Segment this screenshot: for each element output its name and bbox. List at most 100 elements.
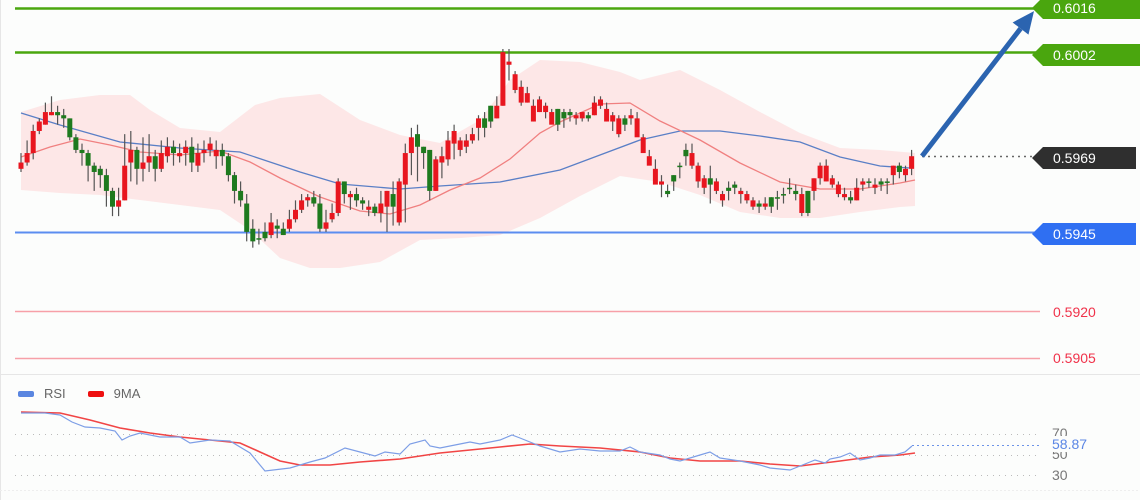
bear-candle: [799, 194, 805, 213]
bull-candle: [274, 225, 280, 229]
bear-candle: [530, 105, 536, 122]
bull-candle: [103, 175, 109, 191]
forecast-arrow-icon: [920, 11, 1034, 158]
bull-candle: [671, 175, 677, 182]
price-tag-0.6016: 0.6016: [1032, 0, 1140, 19]
bull-candle: [171, 146, 176, 154]
bear-candle: [433, 159, 439, 191]
bear-candle: [835, 184, 841, 195]
bear-candle: [347, 194, 353, 198]
rsi-swatch-icon: [18, 390, 34, 397]
rsi-axis-30: 30: [1052, 467, 1068, 483]
bear-candle: [512, 74, 518, 90]
bear-candle: [299, 200, 305, 210]
bear-candle: [695, 165, 701, 182]
bull-candle: [787, 187, 793, 190]
bear-candle: [49, 112, 54, 116]
bear-candle: [903, 168, 908, 176]
bear-candle: [122, 165, 128, 201]
legend-item-9ma: 9MA: [87, 386, 140, 401]
price-tag-label: 0.5945: [1053, 226, 1096, 242]
bear-candle: [872, 184, 878, 188]
bull-candle: [250, 228, 256, 242]
horizontal-levels: [15, 7, 1043, 360]
price-tag-0.5945: 0.5945: [1032, 223, 1136, 245]
bear-candle: [439, 156, 445, 163]
bear-candle: [323, 222, 329, 229]
bull-candle: [372, 206, 378, 213]
bear-candle: [286, 219, 292, 229]
bear-candle: [573, 115, 579, 119]
bear-candle: [457, 140, 463, 150]
bear-candle: [42, 112, 48, 125]
bull-candle: [781, 194, 786, 196]
bull-candle: [768, 197, 774, 207]
bull-candle: [427, 149, 433, 191]
support-label-0.5905: 0.5905: [1053, 350, 1096, 366]
bear-candle: [537, 99, 542, 113]
bull-candle: [232, 175, 237, 191]
bear-candle: [598, 99, 603, 106]
bear-candle: [750, 200, 756, 207]
bull-candle: [55, 112, 61, 116]
price-tag-label: 0.6002: [1053, 47, 1096, 63]
rsi-panel-lines: [15, 411, 1040, 476]
bull-candle: [805, 190, 811, 213]
bear-candle: [469, 134, 475, 141]
bear-candle: [591, 102, 597, 116]
bull-candle: [677, 165, 683, 168]
bull-candle: [665, 190, 671, 195]
bear-candle: [701, 178, 707, 188]
bull-candle: [567, 112, 573, 116]
bull-candle: [774, 197, 780, 199]
bear-candle: [335, 181, 341, 213]
bull-candle: [256, 238, 262, 240]
bear-candle: [762, 203, 768, 207]
bear-candle: [476, 118, 481, 128]
bull-candle: [341, 181, 347, 195]
bull-candle: [85, 153, 91, 166]
bear-candle: [396, 181, 402, 223]
legend-label-rsi: RSI: [44, 386, 66, 401]
bear-candle: [116, 200, 122, 207]
bear-candle: [305, 197, 311, 201]
bear-candle: [18, 162, 24, 169]
bear-candle: [366, 206, 372, 210]
bear-candle: [293, 209, 298, 220]
bear-candle: [860, 181, 866, 185]
bear-candle: [329, 212, 335, 220]
bear-candle: [659, 181, 664, 185]
bear-candle: [579, 112, 585, 119]
bull-candle: [238, 190, 244, 201]
bull-candle: [360, 200, 366, 204]
bear-candle: [506, 61, 512, 65]
bear-candle: [909, 156, 915, 169]
bear-candle: [640, 137, 646, 154]
bull-candle: [97, 168, 103, 176]
bull-candle: [390, 194, 396, 207]
bull-candle: [884, 181, 890, 183]
rsi-line: [21, 412, 913, 472]
bear-candle: [128, 149, 134, 163]
bull-candle: [134, 149, 140, 169]
bear-candle: [378, 203, 384, 213]
bear-candle: [408, 137, 414, 154]
bear-candle: [738, 190, 744, 195]
bull-candle: [707, 178, 713, 185]
bear-candle: [634, 118, 640, 138]
bull-candle: [848, 197, 854, 201]
bear-candle: [823, 165, 829, 182]
rsi-legend: RSI 9MA: [18, 386, 162, 401]
bear-candle: [494, 105, 500, 119]
bull-candle: [262, 231, 268, 239]
bull-candle: [110, 190, 115, 207]
bear-candle: [543, 105, 549, 113]
bear-candle: [384, 190, 390, 207]
bull-candle: [219, 149, 225, 157]
bull-candle: [896, 165, 902, 172]
bear-candle: [268, 222, 274, 236]
bear-candle: [164, 146, 170, 157]
bear-candle: [628, 115, 634, 119]
bull-candle: [732, 184, 738, 188]
bull-candle: [561, 112, 567, 119]
